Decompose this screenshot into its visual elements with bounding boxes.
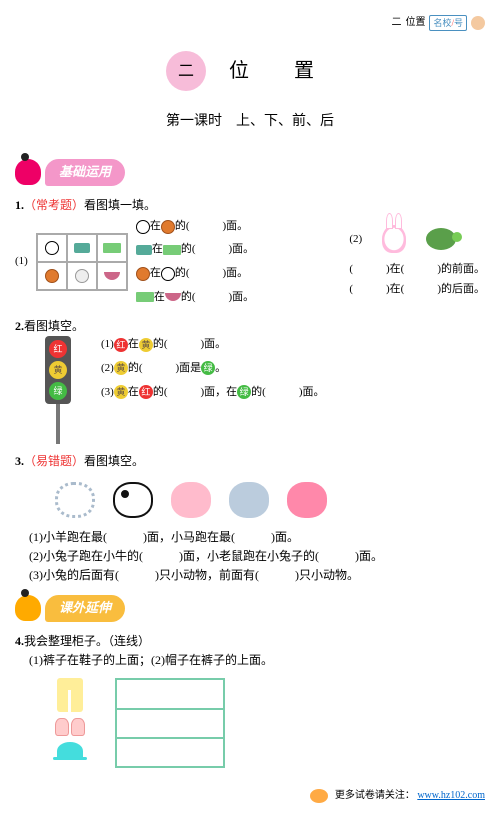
boat-icon [104, 272, 120, 280]
q3-animal-row [55, 482, 485, 518]
green-label-icon: 绿 [201, 361, 215, 375]
traffic-light: 红 黄 绿 [45, 336, 91, 444]
q1-number: 1. [15, 198, 24, 212]
mascot-face-icon [471, 16, 485, 30]
q2-instruction: 看图填空。 [24, 319, 84, 333]
soccer-icon [45, 241, 59, 255]
bus-icon [103, 243, 121, 253]
cartoon-kid-icon [15, 159, 41, 185]
traffic-pole [56, 404, 60, 444]
q3-line-3: (3)小兔的后面有( )只小动物，前面有( )只小动物。 [29, 566, 485, 585]
car-icon [74, 243, 90, 253]
chapter-title: 二 位 置 [15, 51, 485, 91]
yellow-label-icon: 黄 [114, 385, 128, 399]
q1-left-label: (1) [15, 253, 28, 271]
cow-icon [113, 482, 153, 518]
section-extend-header: 课外延伸 [15, 595, 485, 622]
red-label-icon: 红 [114, 338, 128, 352]
shoes-icon [55, 718, 85, 736]
q3-instruction: 看图填空。 [84, 454, 144, 468]
boat-icon [165, 293, 181, 301]
red-label-icon: 红 [139, 385, 153, 399]
basketball-icon [45, 269, 59, 283]
car-icon [136, 245, 152, 255]
q3-tag: （易错题） [24, 454, 84, 468]
shuttle-icon [75, 269, 89, 283]
pony-icon [287, 482, 327, 518]
rabbit-icon [382, 225, 406, 253]
basketball-icon [136, 267, 150, 281]
q1-tag: （常考题） [24, 198, 84, 212]
question-2: 2.看图填空。 红 黄 绿 (1)红在黄的( )面。 (2)黄的( )面是绿。 … [15, 317, 485, 444]
brand-stamp: 名校/号 [429, 15, 467, 31]
q3-line-2: (2)小兔子跑在小牛的( )面，小老鼠跑在小兔子的( )面。 [29, 547, 485, 566]
q1-instruction: 看图填一填。 [84, 198, 156, 212]
chapter-number-circle: 二 [166, 51, 206, 91]
section-basic-header: 基础运用 [15, 159, 485, 186]
page-footer: 更多试卷请关注： www.hz102.com [15, 788, 485, 804]
hat-icon [57, 742, 83, 760]
q1-right-line-2: ( )在( )的后面。 [349, 281, 485, 299]
section-extend-label: 课外延伸 [45, 595, 125, 622]
soccer-icon [136, 220, 150, 234]
section-basic-label: 基础运用 [45, 159, 125, 186]
q3-line-1: (1)小羊跑在最( )面，小马跑在最( )面。 [29, 528, 485, 547]
green-label-icon: 绿 [237, 385, 251, 399]
soccer-icon [161, 267, 175, 281]
mouse-icon [229, 482, 269, 518]
q1-left-lines: 在的( )面。 在的( )面。 在的( )面。 在的( )面。 [136, 215, 254, 309]
q2-lines: (1)红在黄的( )面。 (2)黄的( )面是绿。 (3)黄在红的( )面，在绿… [101, 336, 324, 401]
q1-right-label: (2) [349, 231, 362, 249]
question-1: 1.（常考题）看图填一填。 (1) 在的( )面。 在的( )面。 在的( )面… [15, 196, 485, 310]
q1-right-line-1: ( )在( )的前面。 [349, 261, 485, 279]
q4-instruction: 我会整理柜子。（连线） [24, 634, 150, 648]
q1-picture-grid [36, 233, 128, 291]
light-red: 红 [49, 340, 67, 358]
pants-icon [57, 678, 83, 712]
sheep-icon [55, 482, 95, 518]
basketball-icon [161, 220, 175, 234]
q3-number: 3. [15, 454, 24, 468]
question-3: 3.（易错题）看图填空。 (1)小羊跑在最( )面，小马跑在最( )面。 (2)… [15, 452, 485, 585]
chapter-title-text: 位 置 [229, 60, 334, 82]
q4-number: 4. [15, 634, 24, 648]
yellow-label-icon: 黄 [139, 338, 153, 352]
tiger-icon [310, 789, 328, 803]
header-chapter-topic: 位置 [405, 15, 425, 31]
bus-icon [136, 292, 154, 302]
turtle-icon [426, 228, 456, 250]
q4-items [55, 678, 485, 768]
light-green: 绿 [49, 382, 67, 400]
question-4: 4.我会整理柜子。（连线） (1)裤子在鞋子的上面；(2)帽子在裤子的上面。 [15, 632, 485, 768]
q1-right-block: (2) ( )在( )的前面。 ( )在( )的后面。 [349, 225, 485, 298]
q4-sub: (1)裤子在鞋子的上面；(2)帽子在裤子的上面。 [29, 651, 485, 670]
header-logo: 二 位置 名校/号 [391, 15, 485, 31]
bunny-icon [171, 482, 211, 518]
cartoon-kid-icon [15, 595, 41, 621]
header-chapter-short: 二 [391, 15, 401, 31]
q2-number: 2. [15, 319, 24, 333]
bus-icon [163, 245, 181, 255]
light-yellow: 黄 [49, 361, 67, 379]
lesson-title: 第一课时 上、下、前、后 [15, 111, 485, 133]
page-header: 二 位置 名校/号 [15, 15, 485, 31]
shelf-icon [115, 678, 225, 768]
yellow-label-icon: 黄 [114, 361, 128, 375]
